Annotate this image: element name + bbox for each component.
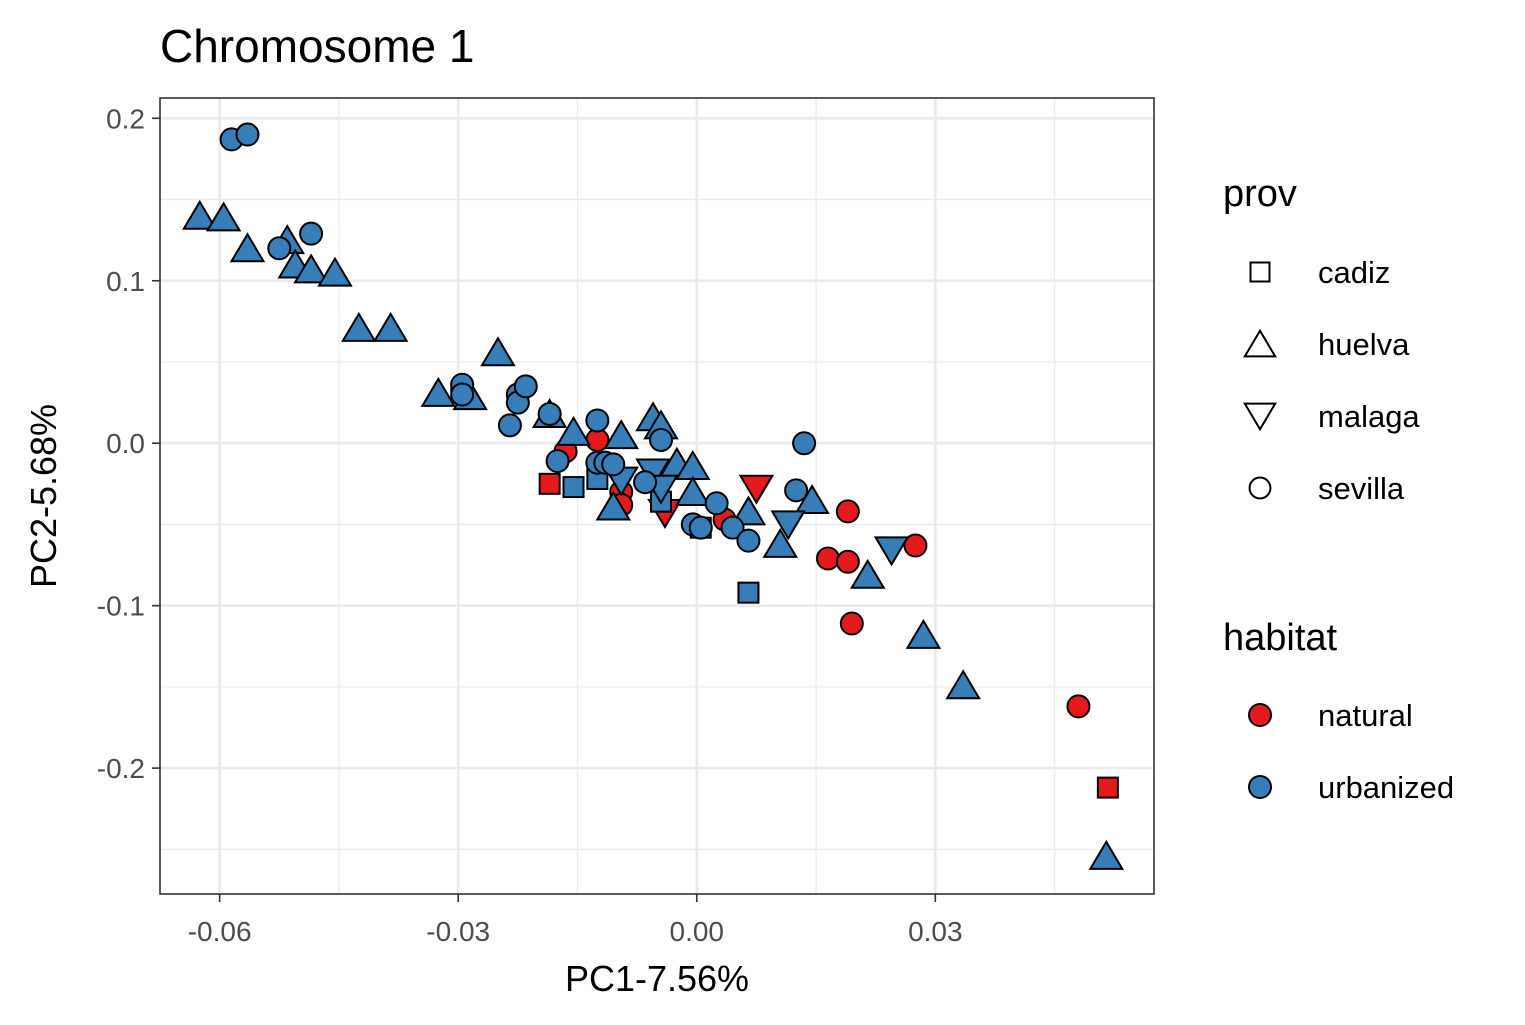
legend-label-urbanized: urbanized — [1318, 770, 1454, 805]
x-tick-label: -0.03 — [426, 916, 490, 947]
point-sevilla-natural — [1066, 694, 1091, 719]
legend-key-sevilla — [1248, 476, 1272, 500]
point-sevilla-urbanized — [648, 427, 673, 452]
legend-item-urbanized: urbanized — [1248, 770, 1454, 805]
point-huelva-urbanized — [555, 415, 592, 446]
point-sevilla-urbanized — [267, 236, 292, 261]
point-sevilla-natural — [839, 611, 864, 636]
legend-key-natural — [1248, 703, 1272, 727]
point-huelva-urbanized — [480, 336, 516, 367]
point-huelva-urbanized — [182, 199, 218, 230]
point-sevilla-urbanized — [537, 401, 562, 426]
point-huelva-urbanized — [229, 232, 266, 263]
x-tick-label: 0.03 — [908, 916, 963, 947]
point-huelva-urbanized — [794, 484, 830, 515]
point-sevilla-urbanized — [736, 528, 761, 553]
point-huelva-urbanized — [317, 256, 353, 287]
x-axis: -0.06 -0.03 0.00 0.03 — [188, 894, 963, 947]
point-sevilla-urbanized — [497, 413, 522, 438]
point-huelva-urbanized — [341, 311, 377, 342]
x-tick-label: 0.00 — [670, 916, 725, 947]
y-tick-label: -0.1 — [97, 591, 145, 622]
legend-key-urbanized — [1248, 775, 1272, 799]
data-points — [182, 122, 1125, 870]
plot-panel-border — [159, 97, 1155, 895]
point-huelva-urbanized — [372, 311, 409, 342]
point-malaga-urbanized — [770, 510, 806, 541]
point-sevilla-urbanized — [704, 491, 729, 516]
y-axis-title: PC2-5.68% — [23, 404, 64, 588]
legend-item-cadiz: cadiz — [1249, 255, 1390, 290]
point-huelva-urbanized — [905, 618, 942, 649]
point-sevilla-urbanized — [585, 408, 610, 433]
x-tick-label: -0.06 — [188, 916, 252, 947]
point-sevilla-urbanized — [720, 515, 745, 540]
legend-prov: prov cadiz huelva malaga sevilla — [1223, 173, 1420, 506]
point-huelva-urbanized — [205, 201, 242, 232]
point-malaga-natural — [738, 474, 775, 505]
point-sevilla-urbanized — [299, 221, 324, 246]
point-sevilla-urbanized — [513, 374, 538, 399]
legend-label-malaga: malaga — [1318, 399, 1420, 434]
legend-item-sevilla: sevilla — [1248, 471, 1405, 506]
y-tick-label: 0.2 — [106, 103, 145, 134]
point-huelva-urbanized — [603, 419, 639, 450]
legend-label-natural: natural — [1318, 698, 1413, 733]
point-huelva-urbanized — [1088, 839, 1125, 870]
point-sevilla-natural — [835, 499, 860, 524]
y-tick-label: 0.1 — [106, 266, 145, 297]
legend-prov-title: prov — [1223, 173, 1297, 215]
point-sevilla-urbanized — [688, 515, 713, 540]
chart-title: Chromosome 1 — [160, 20, 474, 72]
point-huelva-urbanized — [293, 253, 329, 284]
point-sevilla-urbanized — [633, 470, 658, 495]
point-huelva-urbanized — [730, 495, 767, 526]
point-sevilla-natural — [835, 549, 860, 574]
y-tick-label: 0.0 — [106, 428, 145, 459]
point-sevilla-natural — [815, 546, 840, 571]
point-malaga-urbanized — [873, 536, 910, 567]
point-sevilla-urbanized — [784, 478, 809, 503]
point-sevilla-natural — [903, 533, 928, 558]
y-axis: 0.2 0.1 0.0 -0.1 -0.2 — [97, 103, 160, 784]
point-huelva-urbanized — [945, 669, 981, 700]
legend-label-sevilla: sevilla — [1318, 471, 1405, 506]
y-tick-label: -0.2 — [97, 753, 145, 784]
point-cadiz-urbanized — [562, 476, 585, 499]
point-sevilla-urbanized — [450, 382, 475, 407]
point-sevilla-urbanized — [235, 122, 260, 147]
legend-key-cadiz — [1249, 261, 1271, 283]
legend-key-huelva — [1243, 328, 1277, 358]
legend-habitat-title: habitat — [1223, 617, 1338, 659]
point-huelva-urbanized — [849, 558, 886, 589]
point-huelva-urbanized — [675, 475, 711, 506]
point-huelva-urbanized — [420, 376, 457, 407]
legend-habitat: habitat natural urbanized — [1223, 617, 1454, 805]
legend-item-huelva: huelva — [1243, 327, 1410, 362]
point-sevilla-urbanized — [792, 431, 817, 456]
grid-major — [160, 98, 1154, 894]
point-cadiz-natural — [1096, 776, 1119, 799]
x-axis-title: PC1-7.56% — [565, 958, 749, 999]
legend-key-malaga — [1243, 402, 1277, 432]
point-cadiz-natural — [538, 472, 561, 495]
point-cadiz-urbanized — [737, 581, 760, 604]
point-sevilla-urbanized — [601, 452, 626, 477]
legend-item-malaga: malaga — [1243, 399, 1420, 434]
legend-label-cadiz: cadiz — [1318, 255, 1390, 290]
legend-item-natural: natural — [1248, 698, 1413, 733]
point-sevilla-urbanized — [545, 449, 570, 474]
point-huelva-urbanized — [762, 527, 799, 558]
legend-label-huelva: huelva — [1318, 327, 1410, 362]
point-huelva-urbanized — [595, 490, 632, 521]
